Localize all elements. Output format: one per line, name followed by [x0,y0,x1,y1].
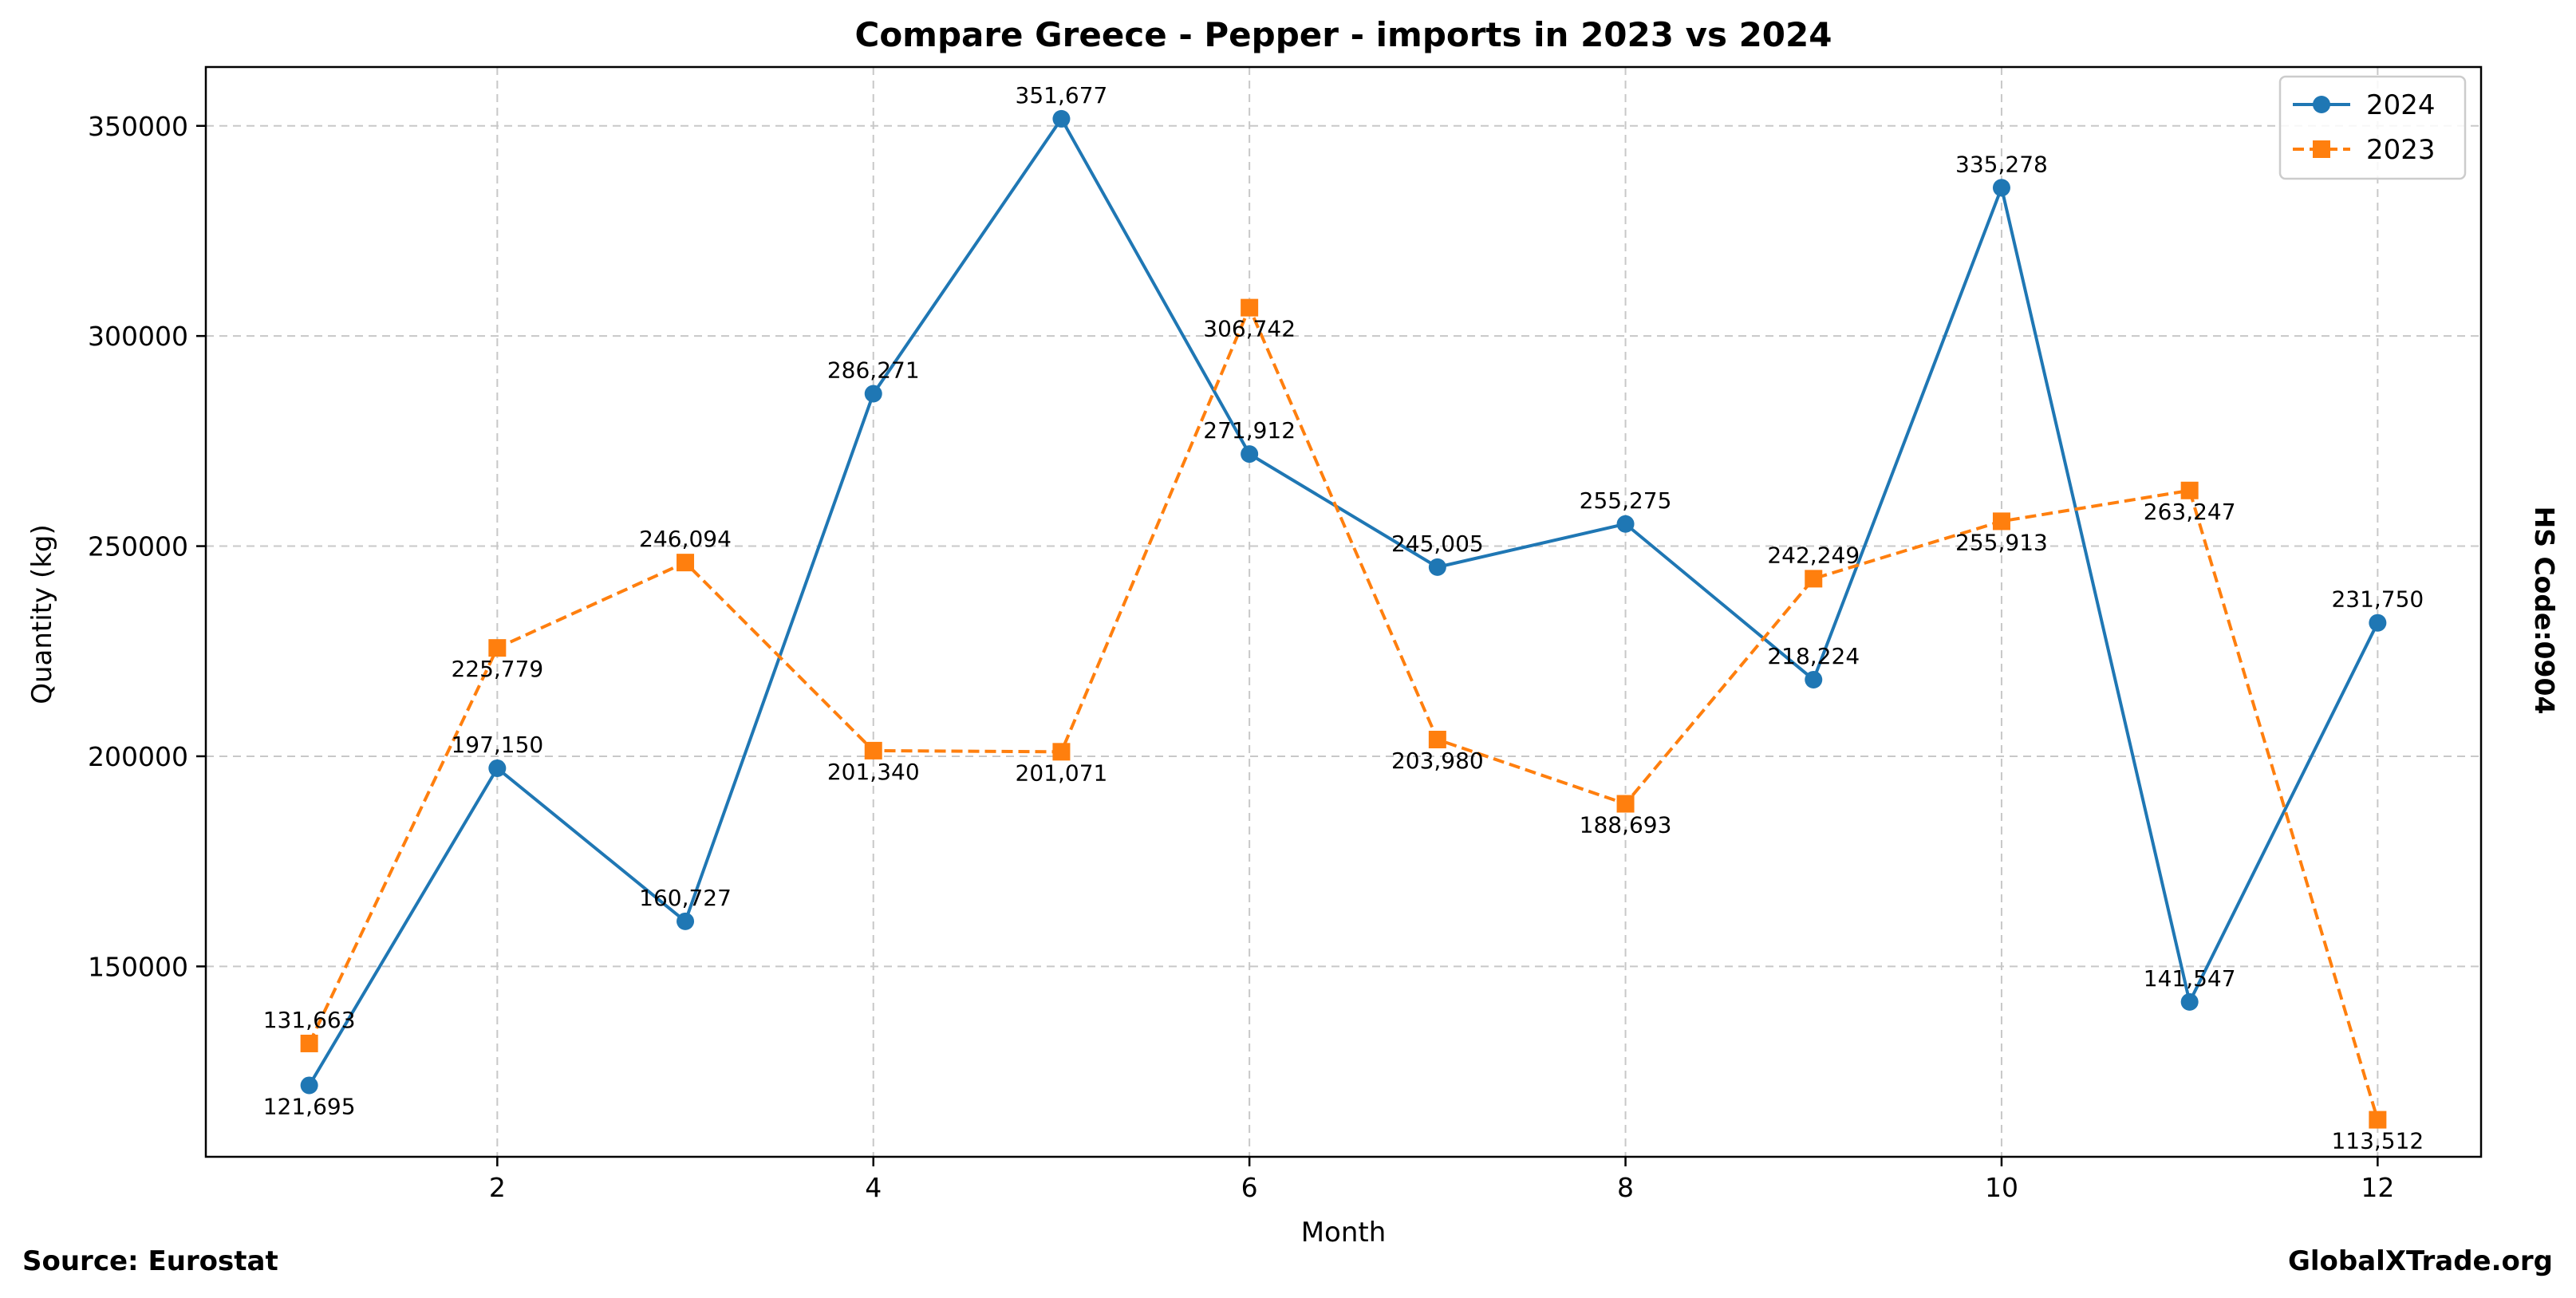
data-label-2024: 271,912 [1203,417,1296,444]
data-label-2024: 197,150 [451,732,543,758]
data-label-2023: 188,693 [1580,812,1672,838]
plot-frame [204,65,2483,1158]
x-tick-label: 4 [865,1172,882,1203]
data-label-2023: 242,249 [1767,542,1860,568]
chart-title: Compare Greece - Pepper - imports in 202… [855,15,1832,54]
data-point-2023 [2180,481,2199,499]
x-tick-label: 8 [1617,1172,1634,1203]
data-point-2024 [1992,179,2010,197]
grid-layer [206,67,2481,1157]
data-point-2024 [1428,558,1446,576]
data-point-2023 [488,639,507,657]
x-tick-label: 10 [1985,1172,2018,1203]
data-point-2024 [1241,445,1259,464]
data-label-2023: 131,663 [263,1007,356,1033]
data-label-2024: 351,677 [1016,82,1108,108]
data-point-2023 [864,741,882,759]
data-label-2024: 160,727 [639,885,732,911]
data-point-2023 [300,1034,318,1052]
data-label-2023: 113,512 [2331,1128,2424,1154]
data-point-2023 [1616,795,1635,813]
legend-marker-2023 [2313,140,2330,158]
data-label-2023: 306,742 [1203,316,1296,342]
x-tick-label: 12 [2361,1172,2394,1203]
watermark-label: GlobalXTrade.org [2288,1245,2553,1277]
data-label-2024: 335,278 [1955,151,2048,177]
series-layer [300,109,2387,1129]
data-label-2023: 246,094 [639,526,732,552]
legend-label-2024: 2024 [2366,89,2436,121]
data-point-2023 [1052,743,1071,761]
data-point-2024 [300,1076,318,1095]
legend-entry-2023: 2023 [2293,134,2436,166]
x-axis-label: Month [1301,1217,1387,1249]
data-label-2024: 286,271 [827,357,920,383]
data-point-2023 [1992,512,2010,531]
data-label-2023: 201,340 [827,759,920,785]
x-tick-label: 2 [489,1172,506,1203]
data-point-2024 [2369,613,2387,632]
y-tick-label: 350000 [88,111,188,142]
data-label-2023: 225,779 [451,656,543,682]
data-point-2024 [1805,670,1823,688]
data-point-2024 [1052,109,1071,128]
y-axis-label: Quantity (kg) [26,524,58,704]
data-point-2023 [677,554,695,572]
data-label-2023: 263,247 [2144,499,2236,525]
data-point-2024 [864,385,882,403]
y-tick-label: 200000 [88,741,188,772]
data-label-2024: 245,005 [1391,531,1484,557]
series-line-2024 [307,116,2380,1087]
y-tick-label: 150000 [88,951,188,982]
data-label-layer: 121,695 197,150 160,727 286,271 351,677 271,9… [263,82,2424,1154]
data-label-2023: 203,980 [1391,748,1484,774]
y-tick-label: 300000 [88,321,188,352]
tick-layer: 2 4 6 8 10 12 150000 200000 250000 300000 350000 [88,111,2394,1203]
data-point-2023 [1241,298,1259,317]
data-label-2024: 141,547 [2144,965,2236,992]
data-point-2023 [1428,730,1446,748]
data-label-2023: 201,071 [1016,759,1108,786]
data-point-2024 [677,912,695,930]
x-tick-label: 6 [1241,1172,1258,1203]
data-label-2024: 218,224 [1767,643,1860,669]
data-point-2023 [1805,570,1823,588]
data-label-2024: 231,750 [2331,586,2424,613]
legend-entry-2024: 2024 [2293,89,2436,121]
legend-marker-2024 [2313,96,2330,113]
legend: 2024 2023 [2278,75,2467,180]
source-label: Source: Eurostat [22,1245,278,1277]
y-tick-label: 250000 [88,531,188,562]
data-point-2023 [2369,1111,2387,1129]
legend-label-2023: 2023 [2366,134,2436,166]
data-point-2024 [2180,992,2199,1011]
data-point-2024 [1616,515,1635,533]
data-label-2024: 255,275 [1580,487,1672,514]
data-point-2024 [488,759,507,777]
hs-code-label: HS Code:0904 [2529,507,2560,715]
data-label-2024: 121,695 [263,1093,356,1119]
data-label-2023: 255,913 [1955,529,2048,555]
series-line-2023 [307,306,2380,1121]
